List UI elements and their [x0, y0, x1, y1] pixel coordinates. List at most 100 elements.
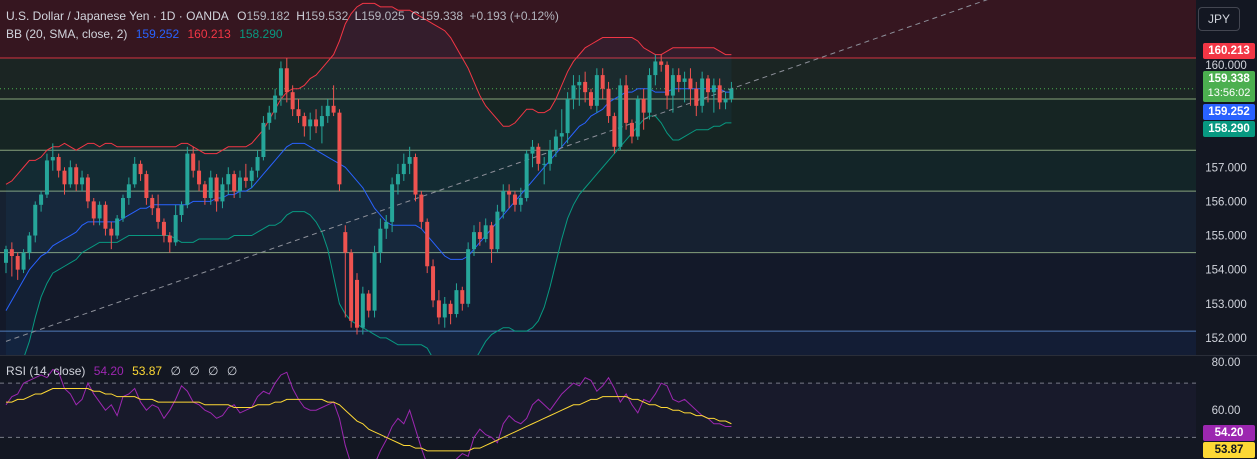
price-tick-label: 155.000	[1205, 231, 1247, 243]
candle	[372, 245, 377, 318]
candle	[39, 191, 44, 212]
candle-body	[74, 167, 79, 185]
candle-body	[536, 146, 541, 164]
candle-body	[565, 98, 570, 134]
candle	[472, 225, 476, 257]
candle-body	[50, 157, 55, 161]
candle-body	[232, 174, 237, 192]
candle	[238, 170, 242, 198]
bb-legend[interactable]: BB (20, SMA, close, 2) 159.252 160.213 1…	[6, 27, 288, 42]
candle-body	[261, 122, 266, 158]
candle-body	[431, 266, 436, 301]
candle-body	[489, 225, 494, 250]
candle-body	[56, 157, 61, 171]
candle-body	[495, 211, 500, 250]
candle	[594, 68, 599, 113]
price-chart[interactable]: 160.000 157.000 156.000 155.000 154.000 153.0…	[0, 0, 1257, 355]
candle	[583, 71, 588, 103]
candle	[173, 204, 178, 246]
bb-lower-value: 158.290	[239, 27, 283, 41]
candle	[273, 88, 278, 120]
candle-body	[670, 75, 675, 96]
candle	[706, 75, 710, 103]
candle	[197, 160, 202, 192]
candle-body	[355, 279, 359, 328]
candle-body	[144, 174, 149, 198]
rsi-value-tag: 54.20	[1203, 425, 1255, 441]
price-axis[interactable]: 160.000 157.000 156.000 155.000 154.000 153.0…	[1205, 60, 1247, 345]
candle-body	[647, 75, 652, 113]
price-tick-label: 160.000	[1205, 60, 1247, 72]
candle-body	[413, 157, 418, 195]
candle	[548, 139, 553, 171]
bb-label[interactable]: BB (20, SMA, close, 2)	[6, 27, 128, 41]
candle	[214, 174, 219, 212]
candle	[723, 92, 728, 110]
rsi-value: 54.20	[93, 364, 124, 378]
candle-body	[483, 225, 488, 239]
lower-band-tag: 158.290	[1203, 121, 1255, 137]
zone-5	[0, 252, 1196, 332]
candle	[524, 150, 529, 202]
candle	[653, 54, 658, 86]
candle	[378, 218, 383, 263]
candle	[483, 218, 488, 243]
candle	[553, 129, 558, 158]
candle	[314, 109, 319, 134]
candle	[460, 286, 465, 311]
candle	[501, 184, 506, 219]
candle-body	[197, 170, 202, 185]
change-value: +0.193 (+0.12%)	[469, 9, 559, 23]
candle	[512, 191, 517, 212]
candle-body	[249, 170, 254, 181]
candle-body	[27, 235, 32, 253]
candle	[80, 170, 85, 192]
candle	[9, 242, 14, 277]
candle	[536, 143, 541, 171]
candles[interactable]	[4, 54, 734, 335]
candle	[571, 75, 576, 110]
candle-body	[109, 228, 114, 236]
candle-body	[179, 204, 184, 216]
candle-body	[314, 119, 319, 127]
candle-body	[138, 163, 143, 175]
last-price-tag: 159.338 13:56:02	[1203, 71, 1255, 102]
candle	[144, 170, 149, 205]
candle-body	[589, 92, 593, 106]
candle-body	[472, 232, 476, 250]
candle-body	[121, 197, 125, 219]
candle-body	[641, 98, 646, 113]
candle-body	[390, 184, 395, 222]
candle	[635, 95, 640, 140]
candle	[542, 157, 547, 185]
candle-body	[319, 116, 324, 127]
candle	[530, 139, 535, 168]
candle	[121, 194, 125, 222]
rsi-label[interactable]: RSI (14, close)	[6, 364, 86, 378]
candle-body	[290, 92, 295, 110]
rsi-chart[interactable]: 80.00 60.00	[0, 356, 1257, 459]
symbol-title[interactable]: U.S. Dollar / Japanese Yen · 1D · OANDA	[6, 9, 229, 23]
bb-basis-value: 159.252	[135, 27, 180, 41]
candle-body	[425, 221, 430, 267]
candle	[407, 146, 412, 175]
symbol-legend[interactable]: U.S. Dollar / Japanese Yen · 1D · OANDA …	[6, 9, 564, 24]
candle	[366, 290, 371, 318]
rsi-extra-1: ∅	[170, 364, 181, 378]
currency-button[interactable]: JPY	[1198, 7, 1240, 31]
candle	[448, 300, 453, 325]
candle-body	[115, 218, 120, 236]
candle	[565, 92, 570, 144]
candle	[191, 146, 196, 178]
candle-body	[21, 252, 26, 270]
bb-lower-line	[24, 115, 732, 355]
candle	[255, 150, 260, 178]
candle-body	[126, 184, 131, 198]
pane-divider[interactable]	[0, 355, 1257, 356]
candle-body	[454, 290, 459, 315]
candle-body	[15, 256, 20, 270]
candle-body	[349, 252, 354, 321]
rsi-legend[interactable]: RSI (14, close) 54.20 53.87 ∅ ∅ ∅ ∅	[6, 364, 242, 379]
candle	[150, 194, 155, 216]
